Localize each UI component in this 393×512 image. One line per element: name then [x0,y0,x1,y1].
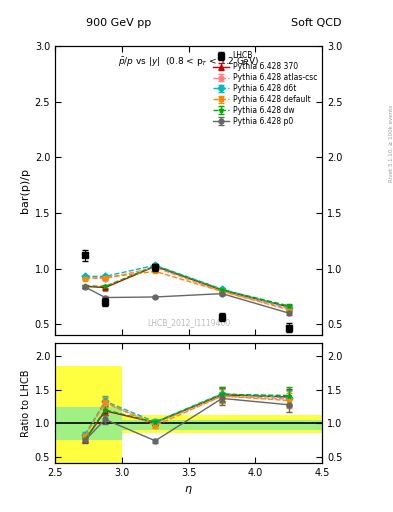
Bar [122,420,322,430]
Bar [122,415,322,433]
Text: Rivet 3.1.10, ≥ 100k events: Rivet 3.1.10, ≥ 100k events [389,105,393,182]
Text: 900 GeV pp: 900 GeV pp [86,18,152,28]
Y-axis label: Ratio to LHCB: Ratio to LHCB [20,370,31,437]
Y-axis label: bar(p)/p: bar(p)/p [20,168,31,213]
Bar [55,367,122,463]
Bar [55,407,122,440]
Text: LHCB_2012_I1119400: LHCB_2012_I1119400 [147,317,230,327]
Text: $\bar{p}/p$ vs $|y|$  (0.8 < p$_{T}$ < 1.2 GeV): $\bar{p}/p$ vs $|y|$ (0.8 < p$_{T}$ < 1.… [118,55,259,68]
Legend: LHCB, Pythia 6.428 370, Pythia 6.428 atlas-csc, Pythia 6.428 d6t, Pythia 6.428 d: LHCB, Pythia 6.428 370, Pythia 6.428 atl… [209,48,320,129]
Text: Soft QCD: Soft QCD [292,18,342,28]
X-axis label: $\eta$: $\eta$ [184,484,193,496]
